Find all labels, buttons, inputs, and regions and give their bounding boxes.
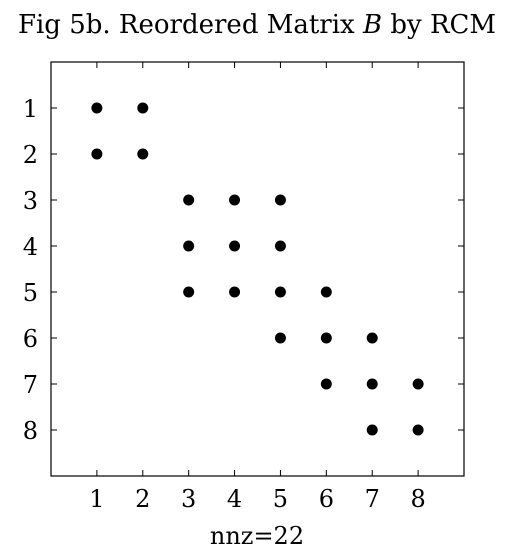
chart-title-suffix: by RCM bbox=[382, 10, 496, 40]
nonzero-marker bbox=[91, 102, 103, 114]
y-tick-label: 1 bbox=[23, 95, 38, 123]
y-tick-label: 3 bbox=[23, 187, 38, 215]
nonzero-marker bbox=[320, 286, 332, 298]
x-tick-label: 7 bbox=[365, 485, 380, 513]
nonzero-marker bbox=[320, 378, 332, 390]
nonzero-marker bbox=[183, 194, 195, 206]
nonzero-marker bbox=[366, 332, 378, 344]
nonzero-marker bbox=[137, 102, 149, 114]
nonzero-marker bbox=[366, 424, 378, 436]
chart-title-prefix: Fig 5b. Reordered Matrix bbox=[18, 10, 363, 40]
x-axis-ticks bbox=[96, 62, 419, 476]
x-axis-tick-labels: 1 2 3 4 5 6 7 8 bbox=[89, 485, 426, 513]
nonzero-marker bbox=[366, 378, 378, 390]
x-tick-label: 3 bbox=[181, 485, 196, 513]
chart-title-symbol: B bbox=[362, 10, 382, 40]
y-tick-label: 7 bbox=[23, 371, 38, 399]
nonzero-marker bbox=[229, 194, 241, 206]
nonzero-marker bbox=[274, 332, 286, 344]
nonzero-marker bbox=[274, 240, 286, 252]
nonzero-marker bbox=[183, 286, 195, 298]
nonzero-marker bbox=[412, 378, 424, 390]
y-tick-label: 6 bbox=[23, 325, 38, 353]
x-tick-label: 2 bbox=[135, 485, 150, 513]
nonzero-marker bbox=[412, 424, 424, 436]
nonzero-marker bbox=[229, 240, 241, 252]
x-tick-label: 5 bbox=[273, 485, 288, 513]
y-tick-label: 5 bbox=[23, 279, 38, 307]
nonzero-marker bbox=[274, 194, 286, 206]
x-tick-label: 1 bbox=[89, 485, 104, 513]
y-axis-ticks bbox=[51, 107, 464, 431]
plot-frame bbox=[50, 61, 465, 477]
y-tick-label: 2 bbox=[23, 141, 38, 169]
nonzero-marker bbox=[183, 240, 195, 252]
y-tick-label: 4 bbox=[23, 233, 38, 261]
x-tick-label: 4 bbox=[227, 485, 242, 513]
nonzero-marker bbox=[320, 332, 332, 344]
chart-title: Fig 5b. Reordered Matrix B by RCM bbox=[18, 10, 496, 40]
nonzero-marker bbox=[229, 286, 241, 298]
y-tick-label: 8 bbox=[23, 417, 38, 445]
x-tick-label: 6 bbox=[319, 485, 334, 513]
x-tick-label: 8 bbox=[410, 485, 425, 513]
nonzero-markers bbox=[91, 102, 424, 436]
nonzero-marker bbox=[91, 148, 103, 160]
nonzero-marker bbox=[137, 148, 149, 160]
nonzero-marker bbox=[274, 286, 286, 298]
x-axis-label: nnz=22 bbox=[210, 522, 304, 550]
y-axis-tick-labels: 1 2 3 4 5 6 7 8 bbox=[23, 95, 38, 445]
